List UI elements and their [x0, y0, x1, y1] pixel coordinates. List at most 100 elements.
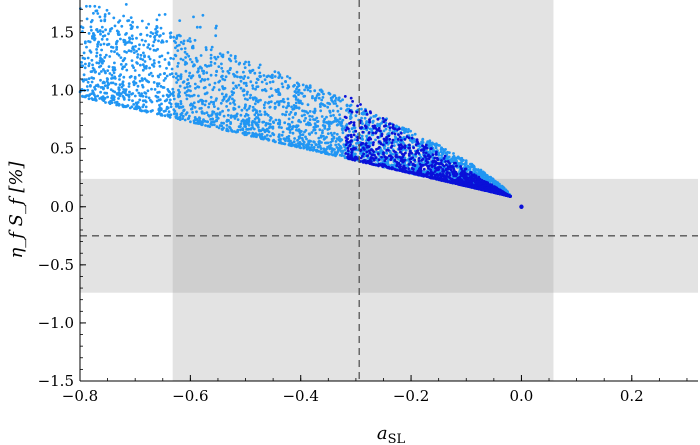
data-point [372, 163, 376, 167]
data-point [257, 113, 260, 117]
data-point [366, 154, 370, 157]
data-point [433, 173, 437, 177]
data-point [153, 35, 156, 39]
data-point [136, 55, 139, 59]
data-point [122, 104, 126, 108]
data-point [401, 126, 404, 130]
data-point [87, 32, 91, 35]
shaded-bands [80, 0, 698, 381]
data-point [180, 111, 184, 115]
data-point [369, 156, 373, 160]
data-point-origin [519, 204, 524, 209]
data-point [491, 181, 495, 185]
data-point [449, 168, 453, 172]
data-point [166, 51, 170, 55]
data-point [178, 118, 182, 121]
data-point [144, 95, 148, 99]
data-point [257, 118, 261, 121]
data-point [190, 107, 194, 110]
data-point [108, 102, 112, 105]
data-point [417, 157, 421, 160]
data-point [389, 146, 393, 149]
data-point [222, 114, 226, 118]
data-point [374, 126, 377, 130]
data-point [294, 91, 298, 94]
data-point [197, 67, 200, 71]
data-point [333, 99, 337, 103]
data-point [185, 97, 189, 101]
data-point [189, 102, 193, 106]
data-point [271, 132, 275, 136]
data-point [183, 91, 187, 95]
data-point [444, 160, 447, 163]
data-point [190, 60, 194, 64]
data-point [145, 26, 149, 30]
data-point [432, 177, 436, 180]
data-point [233, 103, 237, 106]
data-point [399, 150, 402, 154]
data-point [484, 184, 487, 187]
data-point [279, 141, 283, 145]
data-point [360, 112, 364, 115]
data-point [247, 131, 251, 135]
data-point [188, 37, 192, 40]
data-point [121, 67, 124, 71]
data-point [90, 19, 94, 22]
data-point [334, 143, 338, 147]
data-point [100, 96, 103, 99]
data-point [124, 33, 127, 36]
data-point [128, 106, 132, 110]
data-point [284, 80, 287, 83]
data-point [174, 46, 177, 50]
data-point [87, 62, 91, 65]
data-point [341, 152, 344, 155]
data-point [215, 69, 219, 73]
data-point [306, 103, 310, 107]
data-point [380, 134, 384, 138]
data-point [127, 40, 131, 44]
data-point [322, 134, 325, 138]
data-point [425, 175, 429, 179]
data-point [187, 94, 191, 97]
data-point [163, 72, 167, 75]
data-point [92, 68, 96, 71]
data-point [243, 114, 247, 118]
data-point [452, 152, 455, 155]
data-point [234, 84, 238, 88]
data-point [149, 109, 153, 113]
data-point [385, 137, 388, 141]
data-point [177, 94, 180, 97]
data-point [292, 140, 296, 144]
data-point [470, 164, 474, 167]
data-point [384, 151, 388, 155]
data-point [197, 119, 201, 123]
data-point [218, 111, 222, 115]
data-point [104, 101, 107, 104]
y-tick-label: 0.5 [50, 140, 74, 158]
data-point [345, 104, 349, 108]
data-point [195, 25, 199, 29]
data-point [365, 113, 369, 116]
data-point [245, 120, 249, 124]
data-point [220, 75, 223, 79]
data-point [450, 160, 454, 164]
data-point [246, 113, 250, 117]
data-point [325, 135, 328, 139]
data-point [257, 120, 261, 123]
data-point [103, 19, 107, 23]
data-point [297, 137, 301, 140]
data-point [184, 56, 188, 59]
data-point [121, 82, 124, 86]
data-point [248, 96, 252, 100]
data-point [236, 75, 239, 79]
data-point [298, 145, 302, 149]
data-point [97, 72, 101, 76]
data-point [246, 90, 249, 94]
data-point [352, 123, 356, 127]
data-point [240, 108, 244, 112]
data-point [82, 51, 86, 55]
data-point [129, 23, 133, 27]
data-point [273, 70, 277, 73]
data-point [367, 131, 371, 135]
data-point [96, 30, 100, 33]
